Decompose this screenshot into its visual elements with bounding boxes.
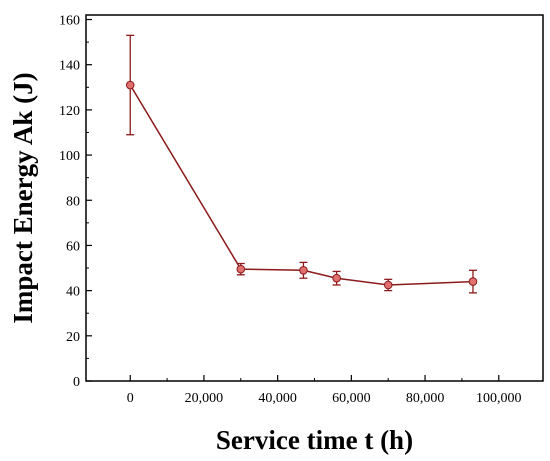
y-tick-label: 100 — [59, 149, 80, 164]
y-tick-label: 120 — [59, 104, 80, 119]
x-tick-label: 40,000 — [258, 391, 297, 406]
ticks-layer: 0 20,000 40,000 60,000 80,000 100,000 0 20 40 60 8… — [59, 14, 522, 406]
y-tick-label: 60 — [66, 239, 80, 254]
y-tick-label: 20 — [66, 330, 80, 345]
y-tick-label: 140 — [59, 59, 80, 74]
series-layer — [125, 34, 478, 294]
x-tick-label: 60,000 — [332, 391, 371, 406]
data-point — [299, 265, 308, 275]
data-point — [125, 80, 135, 90]
data-point — [383, 280, 393, 290]
y-tick-label: 80 — [66, 194, 80, 209]
y-tick-label: 0 — [73, 375, 80, 390]
plot-frame — [85, 14, 544, 382]
x-tick-label: 0 — [127, 391, 134, 406]
x-tick-label: 20,000 — [185, 391, 224, 406]
x-tick-label: 100,000 — [476, 391, 522, 406]
x-tick-label: 80,000 — [406, 391, 445, 406]
y-tick-label: 40 — [66, 285, 80, 300]
data-point — [236, 264, 246, 274]
y-axis-title: Impact Energy Ak (J) — [8, 72, 38, 323]
y-tick-label: 160 — [59, 14, 80, 29]
x-axis-title: Service time t (h) — [216, 425, 413, 455]
series-line — [129, 84, 474, 286]
data-point — [468, 277, 478, 286]
data-point — [332, 273, 341, 283]
